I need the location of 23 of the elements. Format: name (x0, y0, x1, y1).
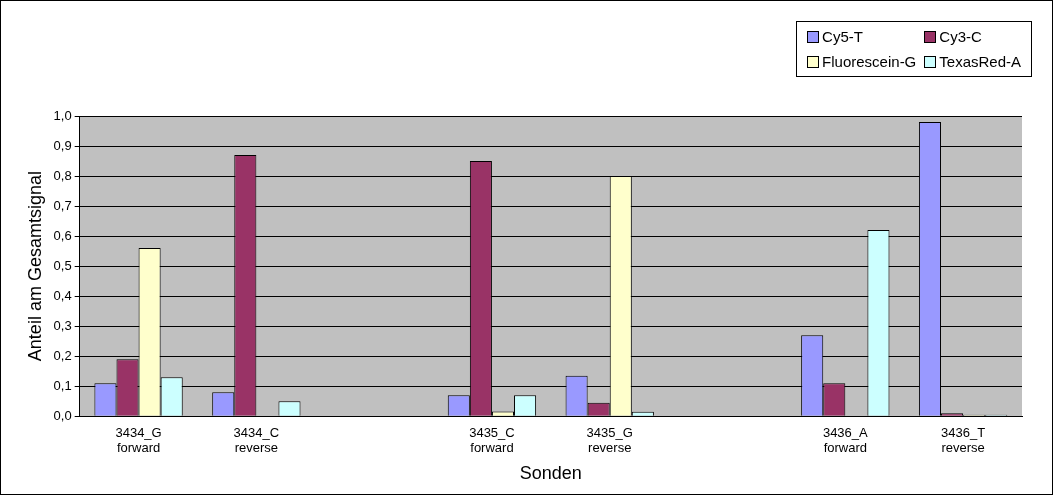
y-tick-label: 0,3 (53, 317, 72, 333)
legend-label: TexasRed-A (939, 53, 1021, 70)
x-tick-label: 3436_A forward (822, 424, 869, 456)
x-axis-title: Sonden (519, 463, 582, 484)
y-tick-label: 0,2 (53, 347, 72, 363)
y-tick-label: 0,0 (53, 407, 72, 423)
x-tick-label: 3435_C forward (469, 424, 515, 456)
x-tick-label: 3434_C reverse (233, 424, 280, 456)
legend-label: Fluorescein-G (822, 53, 917, 70)
x-tick-label: 3434_G forward (115, 424, 162, 456)
y-tick-label: 0,4 (53, 287, 72, 303)
y-axis-title: Anteil am Gesamtsignal (24, 171, 45, 362)
legend-label: Cy3-C (939, 28, 982, 45)
y-tick-label: 0,5 (53, 257, 72, 273)
y-tick-label: 1,0 (53, 107, 72, 123)
x-tick-label: 3435_G reverse (586, 424, 633, 456)
y-tick-label: 0,6 (53, 227, 72, 243)
legend-label: Cy5-T (822, 28, 863, 45)
y-tick-label: 0,8 (53, 167, 72, 183)
y-tick-label: 0,7 (53, 197, 72, 213)
y-tick-label: 0,9 (53, 137, 72, 153)
y-tick-label: 0,1 (53, 377, 72, 393)
x-tick-label: 3436_T reverse (941, 424, 986, 456)
